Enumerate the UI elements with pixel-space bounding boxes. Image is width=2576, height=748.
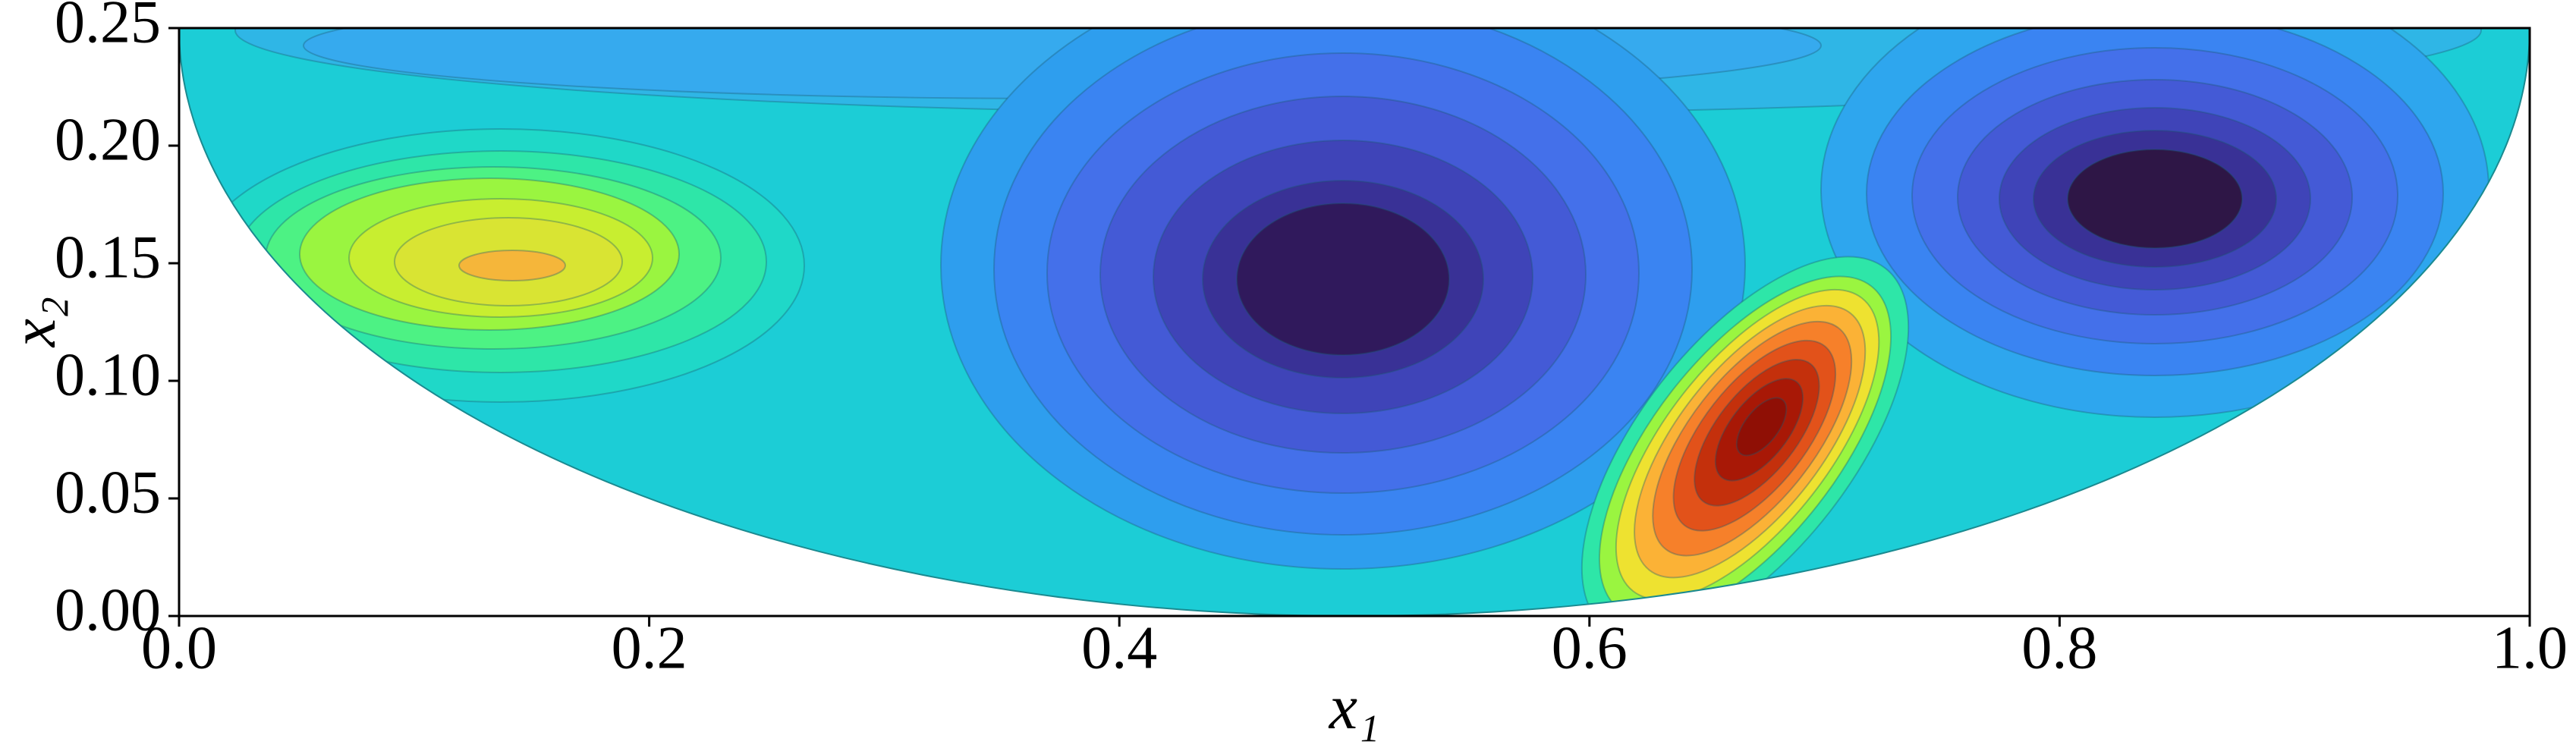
x-tick-label: 0.6 [1552,614,1628,681]
red-blob [1581,256,1910,616]
y-tick-label: 0.10 [55,341,161,408]
contour-field [179,28,2530,616]
x-tick-label: 0.0 [141,614,217,681]
y-tick-label: 0.05 [55,459,161,526]
axes-frame [178,27,2531,618]
x-tick-label: 0.2 [612,614,687,681]
x-tick-label: 0.4 [1081,614,1157,681]
x-tick-label: 1.0 [2492,614,2568,681]
x-tick-label: 0.8 [2021,614,2097,681]
center-vortex [940,28,1746,570]
right-vortex [1820,28,2490,418]
y-tick-label: 0.15 [55,224,161,291]
y-tick-label: 0.25 [55,0,161,55]
y-axis-label: x₂ [0,297,69,349]
y-tick-label: 0.20 [55,106,161,173]
y-tick-label: 0.00 [55,577,161,643]
x-axis-label: x₁ [1328,672,1380,743]
left-vortex [197,128,805,403]
